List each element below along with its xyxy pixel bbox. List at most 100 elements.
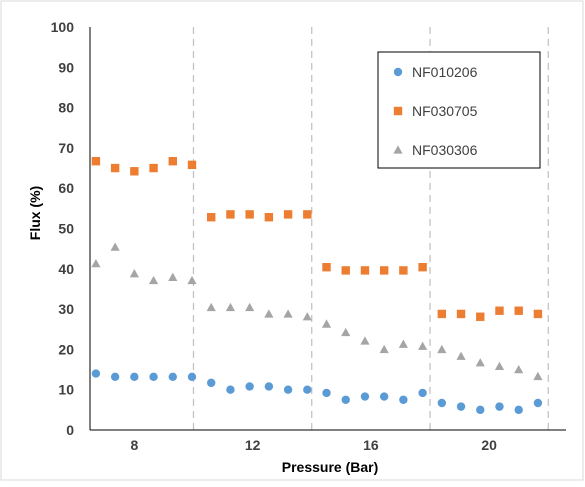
x-tick-label: 16 (363, 437, 379, 453)
data-point (533, 371, 543, 381)
data-point (360, 392, 370, 401)
legend-items: NF010206 NF030705 NF030306 (393, 64, 478, 158)
x-tick-labels: 8 12 16 20 (130, 437, 497, 453)
data-point (110, 242, 120, 251)
data-point (399, 395, 408, 404)
data-point (206, 302, 216, 312)
data-point (379, 266, 389, 275)
data-point (321, 319, 332, 328)
data-point (207, 378, 216, 388)
data-point (476, 312, 485, 321)
data-point (533, 398, 543, 408)
legend: NF010206 NF030705 NF030306 (377, 51, 541, 169)
series-NF030705 (91, 156, 543, 321)
data-point (322, 262, 331, 272)
data-point (91, 369, 101, 378)
data-point (149, 372, 158, 382)
data-point (418, 388, 427, 398)
data-point (283, 309, 293, 318)
y-tick-label: 20 (58, 341, 74, 357)
legend-label: NF030705 (412, 103, 478, 119)
data-point (495, 402, 504, 411)
axes (89, 27, 566, 431)
y-tick-label: 50 (58, 221, 74, 237)
y-tick-label: 70 (58, 140, 74, 156)
data-point (398, 339, 408, 348)
data-point (110, 163, 120, 173)
data-point (245, 302, 255, 312)
data-point (245, 210, 254, 219)
data-point (456, 351, 466, 360)
series-NF030306 (91, 242, 543, 381)
y-tick-label: 100 (51, 19, 75, 35)
data-point (494, 361, 505, 371)
data-point (514, 306, 523, 315)
legend-box (377, 51, 541, 169)
y-tick-labels: 0 10 20 30 40 50 60 70 80 90 100 (51, 19, 75, 438)
data-point (91, 156, 101, 166)
x-tick-label: 8 (130, 437, 138, 453)
data-point (130, 167, 139, 176)
data-point (168, 372, 177, 382)
y-tick-label: 30 (58, 301, 74, 317)
data-point (418, 262, 427, 272)
data-point (360, 336, 370, 345)
data-point (226, 210, 235, 219)
data-point (245, 382, 254, 391)
data-point (399, 266, 408, 275)
data-point (514, 405, 523, 415)
data-point (379, 392, 389, 401)
data-point (379, 344, 389, 354)
data-point (226, 385, 235, 394)
x-tick-label: 12 (245, 437, 261, 453)
data-point (514, 364, 524, 374)
x-axis-label: Pressure (Bar) (282, 459, 379, 475)
data-point (129, 269, 139, 278)
data-point (225, 302, 236, 312)
data-point (168, 156, 177, 166)
data-point (187, 372, 197, 382)
legend-marker-NF030705 (393, 106, 403, 116)
data-point (341, 327, 351, 337)
y-axis-label: Flux (%) (27, 186, 43, 240)
legend-label: NF030306 (412, 142, 478, 158)
data-point (168, 272, 178, 281)
y-tick-label: 90 (58, 59, 74, 75)
data-point (476, 405, 485, 415)
data-point (130, 372, 139, 382)
legend-marker-NF030306 (393, 145, 403, 154)
data-point (148, 275, 159, 285)
data-point (302, 312, 312, 321)
data-point (91, 258, 101, 268)
data-point (187, 275, 197, 285)
data-points (91, 156, 543, 415)
data-point (187, 160, 197, 170)
data-point (418, 341, 428, 350)
data-point (110, 372, 120, 382)
data-point (533, 309, 543, 319)
data-point (322, 388, 331, 398)
data-point (456, 402, 466, 411)
y-tick-label: 0 (66, 422, 74, 438)
data-point (303, 385, 312, 394)
data-point (437, 309, 447, 319)
y-tick-label: 80 (58, 100, 74, 116)
data-point (207, 213, 216, 222)
data-point (264, 309, 274, 318)
data-point (264, 213, 274, 222)
data-point (341, 266, 350, 275)
series-NF010206 (91, 369, 543, 415)
data-point (283, 210, 293, 219)
data-point (495, 306, 504, 315)
data-point (149, 163, 158, 173)
data-point (475, 358, 485, 367)
y-tick-label: 40 (58, 261, 74, 277)
data-point (437, 398, 447, 408)
data-point (341, 395, 350, 404)
data-point (456, 309, 466, 319)
data-point (264, 382, 274, 391)
y-tick-label: 10 (58, 382, 74, 398)
data-point (437, 344, 447, 354)
data-point (283, 385, 293, 394)
